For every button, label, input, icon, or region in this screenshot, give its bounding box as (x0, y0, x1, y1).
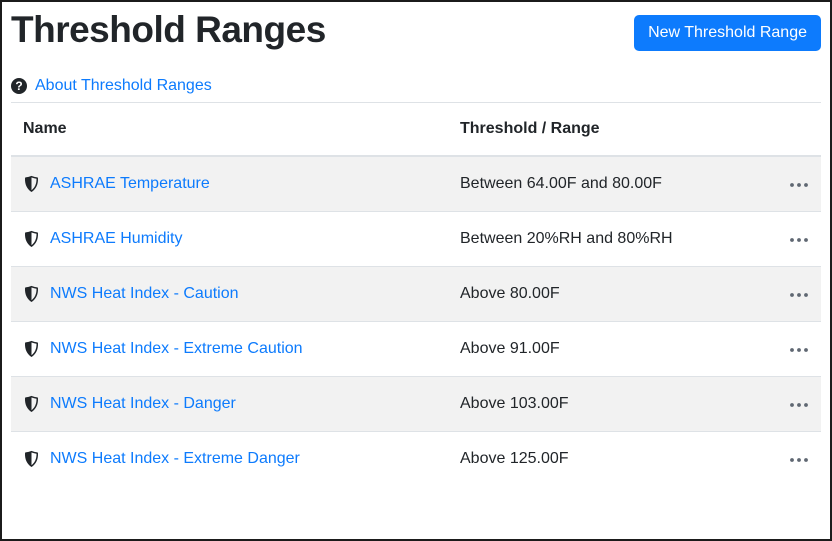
threshold-range-link[interactable]: NWS Heat Index - Extreme Danger (50, 450, 300, 467)
name-cell: ASHRAE Temperature (11, 155, 448, 212)
name-cell: NWS Heat Index - Caution (11, 266, 448, 322)
name-cell: ASHRAE Humidity (11, 211, 448, 267)
range-cell: Above 103.00F (448, 376, 741, 432)
ellipsis-icon (790, 238, 808, 242)
threshold-range-link[interactable]: NWS Heat Index - Danger (50, 395, 236, 412)
range-cell: Between 20%RH and 80%RH (448, 211, 741, 267)
shield-half-icon (25, 450, 38, 467)
shield-half-icon (25, 175, 38, 192)
column-header-name: Name (11, 102, 448, 157)
name-cell: NWS Heat Index - Extreme Caution (11, 321, 448, 377)
row-actions-button[interactable] (789, 290, 809, 300)
actions-cell (741, 266, 821, 322)
about-row: ? About Threshold Ranges (11, 77, 821, 95)
row-actions-button[interactable] (789, 400, 809, 410)
name-cell: NWS Heat Index - Extreme Danger (11, 431, 448, 486)
column-header-actions (741, 102, 821, 157)
table-row: ASHRAE Humidity Between 20%RH and 80%RH (11, 211, 821, 267)
actions-cell (741, 155, 821, 212)
ellipsis-icon (790, 183, 808, 187)
shield-half-icon (25, 285, 38, 302)
shield-half-icon (25, 340, 38, 357)
table-row: ASHRAE Temperature Between 64.00F and 80… (11, 155, 821, 212)
threshold-range-link[interactable]: ASHRAE Temperature (50, 175, 210, 192)
actions-cell (741, 376, 821, 432)
ellipsis-icon (790, 348, 808, 352)
table-header: Name Threshold / Range (11, 102, 821, 157)
range-cell: Above 91.00F (448, 321, 741, 377)
ellipsis-icon (790, 403, 808, 407)
column-header-threshold-range: Threshold / Range (448, 102, 741, 157)
shield-half-icon (25, 230, 38, 247)
threshold-range-link[interactable]: NWS Heat Index - Caution (50, 285, 239, 302)
threshold-range-link[interactable]: ASHRAE Humidity (50, 230, 183, 247)
new-threshold-range-button[interactable]: New Threshold Range (634, 15, 821, 51)
table-row: NWS Heat Index - Extreme Danger Above 12… (11, 431, 821, 486)
row-actions-button[interactable] (789, 235, 809, 245)
table-row: NWS Heat Index - Extreme Caution Above 9… (11, 321, 821, 377)
actions-cell (741, 211, 821, 267)
threshold-range-link[interactable]: NWS Heat Index - Extreme Caution (50, 340, 303, 357)
page-title: Threshold Ranges (11, 9, 326, 50)
actions-cell (741, 321, 821, 377)
ellipsis-icon (790, 458, 808, 462)
row-actions-button[interactable] (789, 180, 809, 190)
range-cell: Above 125.00F (448, 431, 741, 486)
shield-half-icon (25, 395, 38, 412)
name-cell: NWS Heat Index - Danger (11, 376, 448, 432)
about-threshold-ranges-link[interactable]: About Threshold Ranges (35, 77, 212, 94)
table-row: NWS Heat Index - Danger Above 103.00F (11, 376, 821, 432)
question-circle-icon: ? (11, 78, 27, 94)
table-row: NWS Heat Index - Caution Above 80.00F (11, 266, 821, 322)
range-cell: Above 80.00F (448, 266, 741, 322)
threshold-ranges-table: Name Threshold / Range ASHRAE Temperatur… (11, 102, 821, 486)
page-header: Threshold Ranges New Threshold Range (11, 2, 821, 51)
range-cell: Between 64.00F and 80.00F (448, 155, 741, 212)
row-actions-button[interactable] (789, 455, 809, 465)
ellipsis-icon (790, 293, 808, 297)
actions-cell (741, 431, 821, 486)
table-body: ASHRAE Temperature Between 64.00F and 80… (11, 155, 821, 486)
row-actions-button[interactable] (789, 345, 809, 355)
